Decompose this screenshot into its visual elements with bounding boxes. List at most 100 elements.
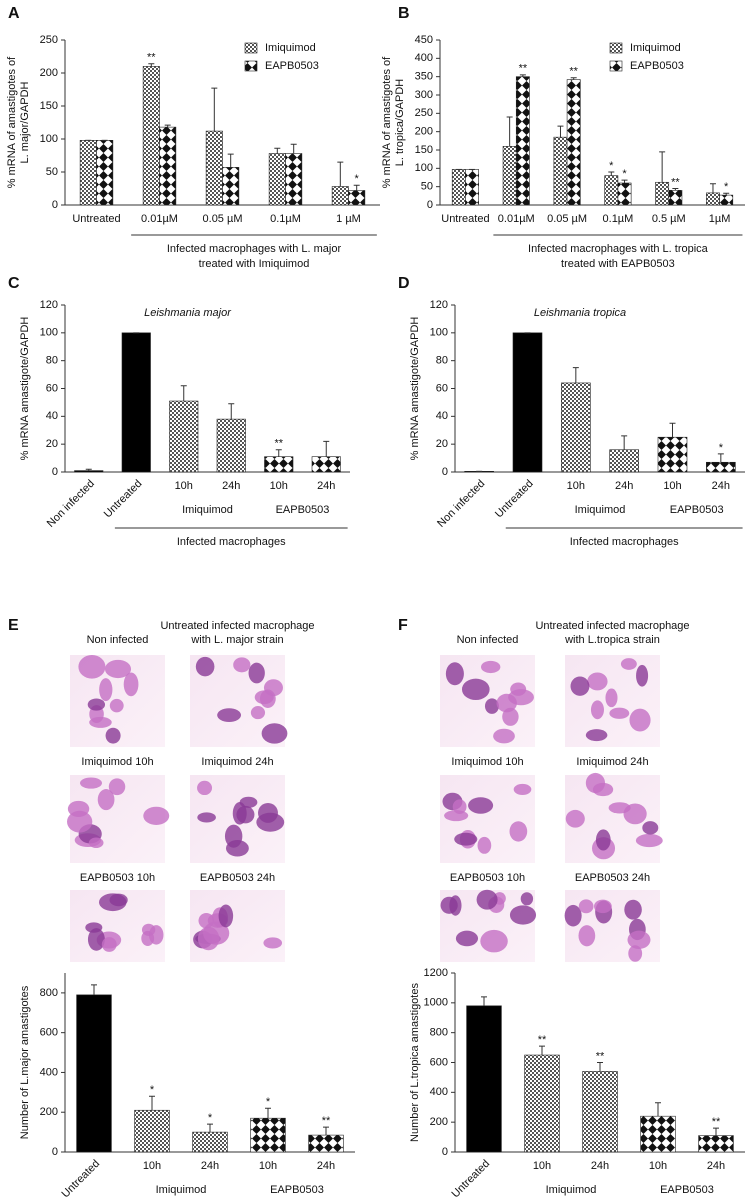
y-tick-label: 200	[40, 67, 58, 79]
cell	[468, 797, 494, 814]
y-tick-label: 450	[415, 34, 433, 46]
bar	[205, 130, 223, 206]
cell	[578, 925, 596, 947]
y-axis-label: % mRNA amastigote/GAPDH	[409, 317, 421, 461]
cell	[105, 727, 121, 744]
cell	[476, 889, 498, 910]
cell	[578, 899, 594, 914]
y-tick-label: 120	[40, 299, 58, 311]
cell	[493, 728, 515, 744]
bar	[706, 461, 736, 473]
significance-label: **	[322, 1115, 331, 1127]
bar	[331, 186, 349, 206]
y-tick-label: 40	[46, 410, 58, 422]
error-bar	[621, 179, 628, 183]
x-tick-label: 24h	[317, 1160, 335, 1172]
group-label: Infected macrophages with L. major	[167, 243, 342, 255]
x-tick-label: 0.01µM	[141, 213, 178, 225]
y-tick-label: 100	[40, 327, 58, 339]
significance-label: *	[724, 181, 729, 193]
x-tick-label: 0.1µM	[603, 213, 634, 225]
group-label: EAPB0503	[270, 1184, 324, 1196]
bar	[308, 1134, 344, 1153]
cell	[609, 707, 630, 719]
cell	[248, 662, 265, 684]
cell	[629, 708, 651, 732]
x-tick-label: 24h	[591, 1160, 609, 1172]
bar	[698, 1135, 734, 1153]
x-tick-label: 10h	[270, 480, 288, 492]
bar	[96, 140, 114, 206]
cell	[197, 926, 220, 951]
x-tick-label: 1 µM	[336, 213, 361, 225]
cell	[195, 656, 215, 677]
cell	[99, 678, 113, 702]
x-tick-label: Untreated	[72, 213, 120, 225]
bar	[348, 190, 366, 206]
bar	[159, 126, 177, 206]
y-tick-label: 1200	[424, 967, 448, 979]
bar	[264, 456, 294, 473]
cell	[635, 833, 663, 848]
micrograph-label: EAPB0503 24h	[575, 872, 650, 884]
chart-title: Leishmania major	[144, 307, 232, 319]
bar	[222, 167, 240, 206]
cell	[87, 698, 106, 711]
micrograph-label: EAPB0503 10h	[80, 872, 155, 884]
legend-swatch	[244, 60, 258, 72]
cell	[101, 937, 117, 952]
error-bar	[265, 1107, 271, 1119]
cell	[513, 783, 532, 796]
panel-letter: B	[398, 5, 410, 22]
cell	[509, 821, 528, 842]
cell	[143, 806, 170, 825]
group-label: EAPB0503	[660, 1184, 714, 1196]
cell	[67, 810, 93, 833]
y-axis-label: Number of L.major amastigotes	[19, 985, 31, 1139]
cell	[225, 840, 249, 857]
panel-letter: D	[398, 275, 410, 292]
error-bar	[506, 116, 513, 147]
x-tick-label: 10h	[567, 480, 585, 492]
bar	[515, 76, 530, 206]
significance-label: **	[519, 63, 528, 75]
error-bar	[275, 449, 282, 457]
cell	[254, 690, 274, 705]
cell	[642, 821, 659, 835]
cell	[564, 904, 582, 927]
cell	[233, 657, 251, 673]
cell	[109, 893, 128, 907]
cell	[141, 923, 156, 936]
y-tick-label: 0	[52, 466, 58, 478]
y-tick-label: 60	[436, 382, 448, 394]
error-bar	[91, 984, 97, 995]
cell	[455, 930, 479, 947]
cell	[627, 930, 651, 950]
error-bar	[211, 87, 218, 132]
cell	[263, 937, 283, 949]
bar	[192, 1131, 228, 1153]
error-bar	[621, 435, 628, 450]
cell	[509, 905, 537, 925]
cell	[480, 660, 501, 674]
error-bar	[148, 63, 155, 67]
cell	[197, 780, 213, 796]
bar	[609, 449, 639, 473]
bar	[76, 994, 112, 1153]
bar	[582, 1071, 618, 1153]
group-label: Imiquimod	[546, 1184, 597, 1196]
legend-label: Imiquimod	[630, 42, 681, 54]
error-bar	[709, 183, 716, 193]
error-bar	[519, 74, 526, 77]
x-tick-label: 24h	[712, 480, 730, 492]
y-tick-label: 1000	[424, 997, 448, 1009]
bar	[134, 1109, 170, 1153]
bar	[719, 194, 734, 206]
cell	[256, 812, 285, 832]
y-tick-label: 300	[415, 89, 433, 101]
cell	[570, 676, 590, 696]
bar	[74, 470, 104, 473]
group-label: EAPB0503	[670, 504, 724, 516]
cell	[109, 698, 124, 713]
y-axis-label: L. major/GAPDH	[19, 81, 31, 163]
